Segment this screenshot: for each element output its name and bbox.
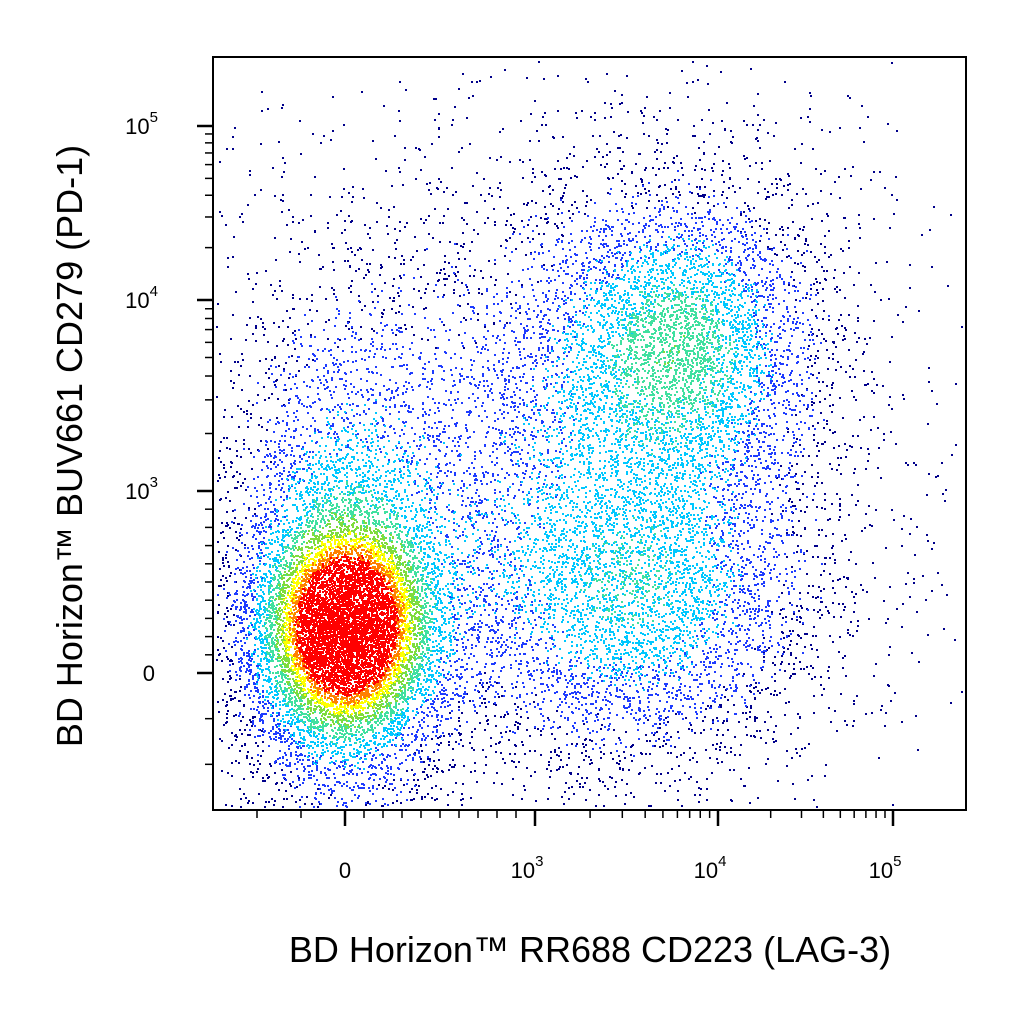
x-axis-label: BD Horizon™ RR688 CD223 (LAG-3) xyxy=(289,929,891,970)
x-tick-exponent: 5 xyxy=(893,853,901,870)
x-tick-label: 105 xyxy=(869,853,902,883)
x-tick-label: 103 xyxy=(511,853,544,883)
y-tick-label: 0 xyxy=(143,661,155,686)
y-tick-exponent: 5 xyxy=(150,109,158,126)
density-level-7-points xyxy=(294,554,400,697)
x-tick-exponent: 4 xyxy=(718,853,726,870)
y-tick-label: 105 xyxy=(125,109,158,139)
y-axis-label: BD Horizon™ BUV661 CD279 (PD-1) xyxy=(49,145,90,747)
density-level-1-points xyxy=(217,170,830,808)
data-points xyxy=(216,61,963,808)
x-tick-label: 104 xyxy=(694,853,727,883)
y-tick-exponent: 3 xyxy=(150,474,158,491)
y-tick-label: 104 xyxy=(125,283,158,313)
x-tick-exponent: 3 xyxy=(535,853,543,870)
y-tick-label: 103 xyxy=(125,474,158,504)
density-level-0-points xyxy=(216,61,963,808)
y-tick-exponent: 4 xyxy=(150,283,158,300)
x-tick-label: 0 xyxy=(339,858,351,883)
y-axis: 0 103 104 105 xyxy=(125,109,213,766)
x-axis: 0 103 104 105 xyxy=(256,810,902,883)
density-level-3-points xyxy=(263,283,737,745)
